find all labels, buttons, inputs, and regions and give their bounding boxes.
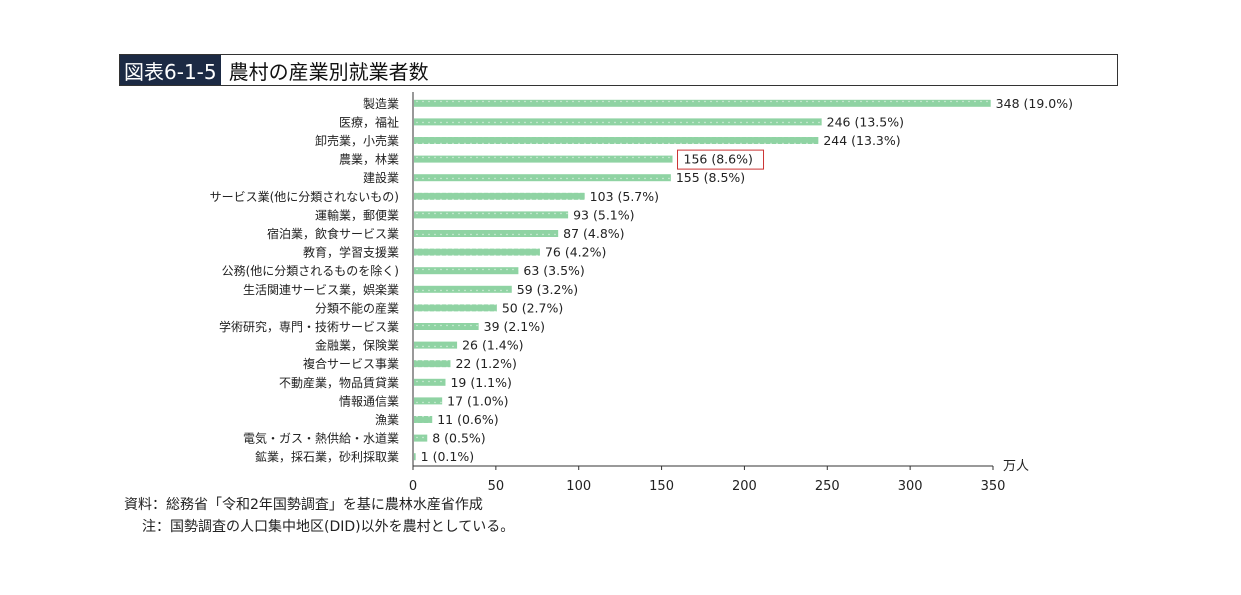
- value-label: 155 (8.5%): [676, 170, 745, 185]
- value-label: 103 (5.7%): [590, 189, 659, 204]
- bar: [414, 323, 479, 330]
- value-label: 22 (1.2%): [455, 356, 516, 371]
- category-label: 情報通信業: [339, 394, 399, 408]
- value-label: 156 (8.6%): [684, 152, 753, 167]
- category-label: 分類不能の産業: [315, 300, 399, 315]
- bar: [414, 434, 428, 442]
- value-label: 244 (13.3%): [823, 133, 900, 148]
- value-label: 76 (4.2%): [545, 245, 606, 260]
- x-tick-label: 0: [409, 479, 417, 494]
- x-tick-label: 250: [815, 479, 840, 494]
- category-label: 建設業: [363, 170, 399, 185]
- x-tick-label: 100: [566, 479, 591, 494]
- bar: [414, 211, 569, 219]
- value-label: 19 (1.1%): [450, 375, 511, 390]
- category-label: サービス業(他に分類されないもの): [210, 190, 399, 204]
- bar: [414, 453, 416, 461]
- bar: [414, 341, 458, 349]
- category-label: 複合サービス事業: [303, 356, 399, 371]
- x-tick-label: 50: [488, 479, 505, 494]
- category-label: 電気・ガス・熱供給・水道業: [243, 431, 399, 446]
- category-label: 卸売業，小売業: [315, 133, 399, 148]
- value-label: 8 (0.5%): [432, 431, 485, 446]
- figure-label: 図表6-1-5: [120, 55, 221, 85]
- bar: [414, 397, 443, 405]
- bar: [414, 285, 512, 293]
- value-label: 39 (2.1%): [484, 319, 545, 334]
- x-tick-label: 350: [981, 479, 1006, 494]
- value-label: 93 (5.1%): [573, 207, 634, 222]
- value-label: 246 (13.5%): [827, 114, 904, 129]
- x-tick-label: 200: [732, 479, 757, 494]
- bar: [414, 267, 519, 275]
- category-label: 生活関連サービス業，娯楽業: [243, 283, 399, 297]
- value-label: 63 (3.5%): [523, 263, 584, 278]
- figure-title-bar: 図表6-1-5 農村の産業別就業者数: [119, 54, 1118, 86]
- value-label: 26 (1.4%): [462, 338, 523, 353]
- category-label: 教育，学習支援業: [303, 245, 399, 260]
- x-axis-unit: 万人: [1003, 459, 1029, 474]
- category-label: 金融業，保険業: [315, 338, 399, 353]
- value-label: 50 (2.7%): [502, 300, 563, 315]
- chart-notes: 資料：総務省「令和2年国勢調査」を基に農林水産省作成 注：国勢調査の人口集中地区…: [124, 494, 514, 538]
- value-label: 348 (19.0%): [996, 96, 1073, 111]
- footnote: 注：国勢調査の人口集中地区(DID)以外を農村としている。: [142, 519, 515, 535]
- bar: [414, 378, 446, 386]
- bar: [414, 360, 451, 368]
- category-label: 不動産業，物品賃貸業: [279, 375, 399, 390]
- bar: [414, 416, 433, 423]
- chart-title: 農村の産業別就業者数: [228, 59, 429, 84]
- bar: [414, 230, 559, 237]
- value-label: 17 (1.0%): [447, 393, 508, 408]
- category-label: 農業，林業: [339, 153, 399, 167]
- category-label: 公務(他に分類されるものを除く): [222, 263, 399, 278]
- category-label: 運輸業，郵便業: [315, 207, 399, 222]
- bar: [414, 248, 540, 256]
- category-label: 学術研究，専門・技術サービス業: [219, 319, 399, 334]
- category-label: 鉱業，採石業，砂利採取業: [255, 449, 399, 464]
- bar: [414, 192, 585, 200]
- category-label: 医療，福祉: [339, 114, 399, 129]
- value-label: 59 (3.2%): [517, 282, 578, 297]
- bar: [414, 99, 991, 107]
- category-label: 宿泊業，飲食サービス業: [267, 226, 399, 241]
- x-tick-label: 300: [898, 479, 923, 494]
- category-label: 漁業: [375, 413, 399, 427]
- bar: [414, 155, 673, 163]
- category-label: 製造業: [363, 97, 399, 111]
- bar: [414, 137, 819, 144]
- x-tick-label: 150: [649, 479, 674, 494]
- source-note: 資料：総務省「令和2年国勢調査」を基に農林水産省作成: [124, 497, 483, 513]
- value-label: 87 (4.8%): [563, 226, 624, 241]
- bar: [414, 174, 671, 182]
- bar: [414, 304, 497, 312]
- highlight-box: [677, 149, 765, 170]
- value-label: 11 (0.6%): [437, 412, 498, 427]
- value-label: 1 (0.1%): [421, 449, 474, 464]
- bar: [414, 118, 822, 126]
